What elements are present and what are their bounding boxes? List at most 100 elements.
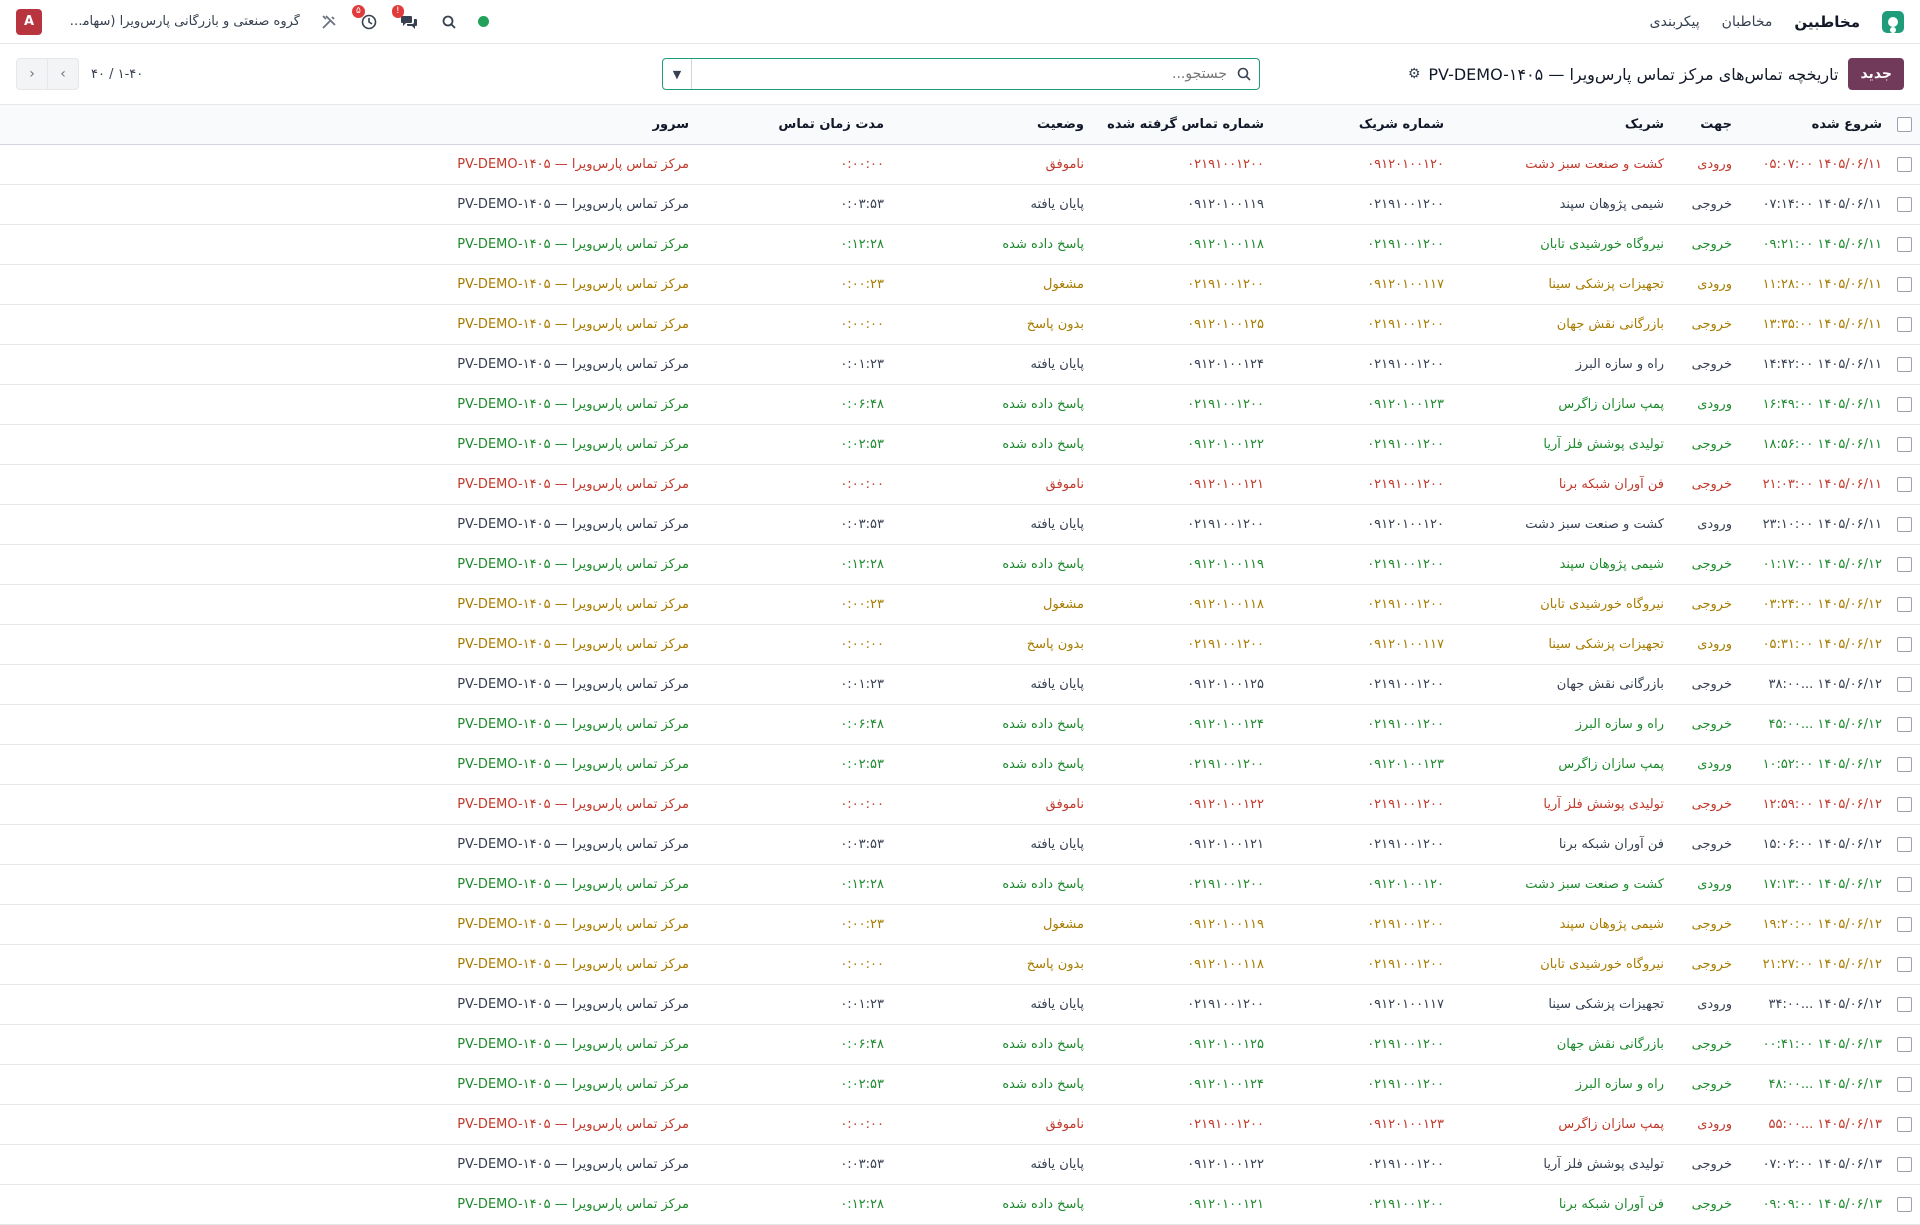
table-row[interactable]: ۱۴۰۵/۰۶/۱۲ ...۳۴:۰۰ ورودی تجهیزات پزشکی سی… bbox=[0, 985, 1920, 1025]
pager-value[interactable]: ۱-۴۰ / ۴۰ bbox=[91, 66, 144, 82]
row-checkbox[interactable] bbox=[1896, 997, 1912, 1012]
table-row[interactable]: ۱۴۰۵/۰۶/۱۱ ۲۱:۰۳:۰۰ خروجی فن آوران شبکه بر… bbox=[0, 465, 1920, 505]
cell-direction: خروجی bbox=[1691, 237, 1732, 252]
tools-icon[interactable] bbox=[318, 11, 340, 33]
table-row[interactable]: ۱۴۰۵/۰۶/۱۱ ۰۷:۱۴:۰۰ خروجی شیمی پژوهان سپند… bbox=[0, 185, 1920, 225]
gear-icon[interactable]: ⚙ bbox=[1407, 66, 1421, 82]
table-row[interactable]: ۱۴۰۵/۰۶/۱۳ ۰۰:۴۱:۰۰ خروجی بازرگانی نقش جها… bbox=[0, 1025, 1920, 1065]
row-checkbox[interactable] bbox=[1896, 717, 1912, 732]
table-row[interactable]: ۱۴۰۵/۰۶/۱۲ ۰۵:۳۱:۰۰ ورودی تجهیزات پزشکی سی… bbox=[0, 625, 1920, 665]
row-select-cell bbox=[1888, 705, 1920, 745]
select-all-checkbox[interactable] bbox=[1896, 117, 1912, 132]
row-checkbox[interactable] bbox=[1896, 677, 1912, 692]
app-name[interactable]: مخاطبین bbox=[1794, 12, 1860, 31]
row-checkbox[interactable] bbox=[1896, 477, 1912, 492]
row-checkbox[interactable] bbox=[1896, 237, 1912, 252]
table-row[interactable]: ۱۴۰۵/۰۶/۱۱ ۱۸:۵۶:۰۰ خروجی تولیدی پوشش فلز … bbox=[0, 425, 1920, 465]
row-checkbox[interactable] bbox=[1896, 437, 1912, 452]
pager-next-chevron-left-icon[interactable]: ‹ bbox=[16, 58, 47, 90]
row-checkbox[interactable] bbox=[1896, 637, 1912, 652]
row-checkbox[interactable] bbox=[1896, 597, 1912, 612]
table-row[interactable]: ۱۴۰۵/۰۶/۱۲ ۱۰:۵۲:۰۰ ورودی پمپ سازان زاگرس ۰… bbox=[0, 745, 1920, 785]
table-row[interactable]: ۱۴۰۵/۰۶/۱۳ ...۴۸:۰۰ خروجی راه و سازه البرز… bbox=[0, 1065, 1920, 1105]
cell-partner-number: ۰۲۱۹۱۰۰۱۲۰۰ bbox=[1367, 1157, 1444, 1172]
table-row[interactable]: ۱۴۰۵/۰۶/۱۱ ۱۴:۴۲:۰۰ خروجی راه و سازه البرز… bbox=[0, 345, 1920, 385]
col-header-direction[interactable]: جهت bbox=[1700, 117, 1732, 132]
cell-called-number: ۰۹۱۲۰۱۰۰۱۲۲ bbox=[1187, 1157, 1264, 1172]
select-all-cell bbox=[1888, 105, 1920, 145]
search-icon[interactable] bbox=[438, 11, 460, 33]
cell-status: پاسخ داده شده bbox=[1002, 717, 1084, 732]
table-row[interactable]: ۱۴۰۵/۰۶/۱۲ ۱۷:۱۳:۰۰ ورودی کشت و صنعت سبز د… bbox=[0, 865, 1920, 905]
table-row[interactable]: ۱۴۰۵/۰۶/۱۲ ...۳۸:۰۰ خروجی بازرگانی نقش جها… bbox=[0, 665, 1920, 705]
cell-server: مرکز تماس پارس‌ویرا — PV-DEMO-۱۴۰۵ bbox=[457, 837, 689, 852]
col-header-called-number[interactable]: شماره تماس گرفته شده bbox=[1107, 117, 1264, 132]
col-header-server[interactable]: سرور bbox=[652, 117, 689, 132]
activity-badge: ۵ bbox=[352, 4, 365, 18]
user-avatar[interactable]: A bbox=[16, 8, 42, 35]
search-icon[interactable] bbox=[1229, 67, 1259, 81]
col-header-status[interactable]: وضعیت bbox=[1036, 117, 1084, 132]
table-row[interactable]: ۱۴۰۵/۰۶/۱۳ ...۵۵:۰۰ ورودی پمپ سازان زاگرس ۰… bbox=[0, 1105, 1920, 1145]
table-row[interactable]: ۱۴۰۵/۰۶/۱۱ ۱۶:۴۹:۰۰ ورودی پمپ سازان زاگرس ۰… bbox=[0, 385, 1920, 425]
col-header-partner[interactable]: شریک bbox=[1624, 117, 1664, 132]
col-header-partner-number[interactable]: شماره شریک bbox=[1358, 117, 1444, 132]
activity-clock-icon[interactable]: ۵ bbox=[352, 4, 380, 33]
table-row[interactable]: ۱۴۰۵/۰۶/۱۱ ۲۳:۱۰:۰۰ ورودی کشت و صنعت سبز د… bbox=[0, 505, 1920, 545]
search-options-chevron-down-icon[interactable]: ▼ bbox=[663, 59, 692, 89]
row-checkbox[interactable] bbox=[1896, 917, 1912, 932]
table-row[interactable]: ۱۴۰۵/۰۶/۱۱ ۱۱:۲۸:۰۰ ورودی تجهیزات پزشکی سی… bbox=[0, 265, 1920, 305]
row-checkbox[interactable] bbox=[1896, 1157, 1912, 1172]
menu-contacts[interactable]: مخاطبان bbox=[1721, 13, 1773, 30]
cell-direction: خروجی bbox=[1691, 557, 1732, 572]
table-row[interactable]: ۱۴۰۵/۰۶/۱۲ ۰۳:۲۴:۰۰ خروجی نیروگاه خورشیدی … bbox=[0, 585, 1920, 625]
col-header-duration[interactable]: مدت زمان تماس bbox=[778, 117, 884, 132]
company-switcher[interactable]: گروه صنعتی و بازرگانی پارس‌ویرا (سهامی .… bbox=[60, 14, 300, 29]
row-checkbox[interactable] bbox=[1896, 1037, 1912, 1052]
row-checkbox[interactable] bbox=[1896, 837, 1912, 852]
menu-configuration[interactable]: پیکربندی bbox=[1649, 13, 1700, 30]
cell-server: مرکز تماس پارس‌ویرا — PV-DEMO-۱۴۰۵ bbox=[457, 1117, 689, 1132]
cell-partner: تجهیزات پزشکی سینا bbox=[1548, 997, 1664, 1012]
search-input[interactable] bbox=[692, 65, 1229, 83]
new-button[interactable]: جدید bbox=[1848, 58, 1904, 90]
table-row[interactable]: ۱۴۰۵/۰۶/۱۲ ۰۱:۱۷:۰۰ خروجی شیمی پژوهان سپند… bbox=[0, 545, 1920, 585]
table-row[interactable]: ۱۴۰۵/۰۶/۱۲ ۱۹:۲۰:۰۰ خروجی شیمی پژوهان سپند… bbox=[0, 905, 1920, 945]
table-row[interactable]: ۱۴۰۵/۰۶/۱۱ ۰۵:۰۷:۰۰ ورودی کشت و صنعت سبز د… bbox=[0, 145, 1920, 185]
row-checkbox[interactable] bbox=[1896, 797, 1912, 812]
row-checkbox[interactable] bbox=[1896, 397, 1912, 412]
col-header-start[interactable]: شروع شده bbox=[1811, 117, 1882, 132]
table-row[interactable]: ۱۴۰۵/۰۶/۱۳ ۰۷:۰۲:۰۰ خروجی تولیدی پوشش فلز … bbox=[0, 1145, 1920, 1185]
cell-status: پاسخ داده شده bbox=[1002, 397, 1084, 412]
row-checkbox[interactable] bbox=[1896, 157, 1912, 172]
row-checkbox[interactable] bbox=[1896, 877, 1912, 892]
row-checkbox[interactable] bbox=[1896, 357, 1912, 372]
row-checkbox[interactable] bbox=[1896, 197, 1912, 212]
chat-icon[interactable]: ! bbox=[392, 4, 420, 33]
row-select-cell bbox=[1888, 265, 1920, 305]
row-checkbox[interactable] bbox=[1896, 1197, 1912, 1212]
table-row[interactable]: ۱۴۰۵/۰۶/۱۲ ۲۱:۲۷:۰۰ خروجی نیروگاه خورشیدی … bbox=[0, 945, 1920, 985]
pager-previous-chevron-right-icon[interactable]: › bbox=[47, 58, 79, 90]
table-row[interactable]: ۱۴۰۵/۰۶/۱۲ ۱۵:۰۶:۰۰ خروجی فن آوران شبکه بر… bbox=[0, 825, 1920, 865]
row-checkbox[interactable] bbox=[1896, 517, 1912, 532]
contacts-app-icon[interactable] bbox=[1882, 10, 1904, 33]
row-checkbox[interactable] bbox=[1896, 1077, 1912, 1092]
cell-partner: شیمی پژوهان سپند bbox=[1559, 917, 1664, 932]
row-checkbox[interactable] bbox=[1896, 557, 1912, 572]
table-row[interactable]: ۱۴۰۵/۰۶/۱۳ ۰۹:۰۹:۰۰ خروجی فن آوران شبکه بر… bbox=[0, 1185, 1920, 1225]
cell-partner-number: ۰۲۱۹۱۰۰۱۲۰۰ bbox=[1367, 717, 1444, 732]
row-checkbox[interactable] bbox=[1896, 1117, 1912, 1132]
table-row[interactable]: ۱۴۰۵/۰۶/۱۲ ۱۲:۵۹:۰۰ خروجی تولیدی پوشش فلز … bbox=[0, 785, 1920, 825]
table-row[interactable]: ۱۴۰۵/۰۶/۱۱ ۰۹:۲۱:۰۰ خروجی نیروگاه خورشیدی … bbox=[0, 225, 1920, 265]
cell-direction: ورودی bbox=[1697, 1117, 1732, 1132]
row-checkbox[interactable] bbox=[1896, 957, 1912, 972]
cell-start: ۱۴۰۵/۰۶/۱۳ ...۴۸:۰۰ bbox=[1768, 1077, 1882, 1092]
row-checkbox[interactable] bbox=[1896, 757, 1912, 772]
row-checkbox[interactable] bbox=[1896, 277, 1912, 292]
table-row[interactable]: ۱۴۰۵/۰۶/۱۱ ۱۳:۳۵:۰۰ خروجی بازرگانی نقش جها… bbox=[0, 305, 1920, 345]
table-row[interactable]: ۱۴۰۵/۰۶/۱۲ ...۴۵:۰۰ خروجی راه و سازه البرز… bbox=[0, 705, 1920, 745]
cell-start: ۱۴۰۵/۰۶/۱۲ ۲۱:۲۷:۰۰ bbox=[1762, 957, 1882, 972]
cell-status: پایان یافته bbox=[1030, 357, 1084, 372]
row-checkbox[interactable] bbox=[1896, 317, 1912, 332]
